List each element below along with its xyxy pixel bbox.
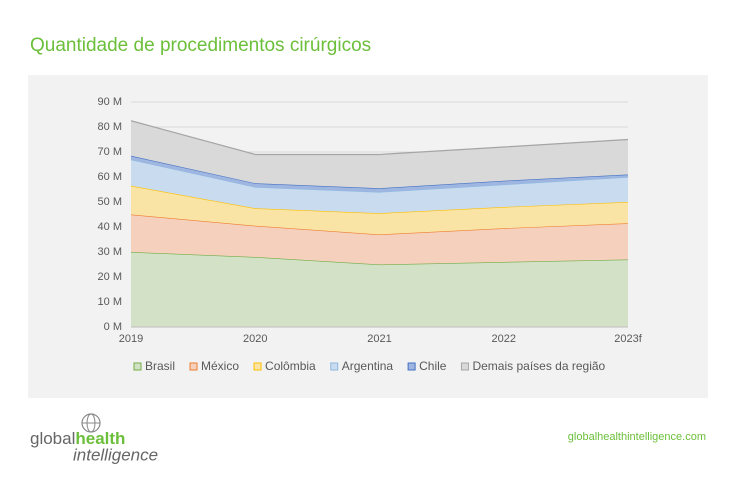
area bbox=[131, 155, 628, 192]
logo: globalhealth intelligence bbox=[30, 413, 158, 464]
y-tick-label: 10 M bbox=[98, 296, 122, 308]
y-tick-label: 90 M bbox=[98, 96, 122, 108]
url: globalhealthintelligence.com bbox=[568, 431, 706, 443]
logo-part: global bbox=[30, 429, 75, 448]
legend-swatch bbox=[330, 362, 339, 371]
legend-swatch bbox=[407, 362, 416, 371]
legend-label: Chile bbox=[419, 359, 447, 373]
x-tick-label: 2022 bbox=[492, 333, 516, 345]
x-tick-label: 2023f bbox=[614, 333, 642, 345]
y-tick-label: 80 M bbox=[98, 121, 122, 133]
legend-swatch bbox=[460, 362, 469, 371]
x-tick-label: 2020 bbox=[243, 333, 267, 345]
area bbox=[131, 159, 628, 214]
y-tick-label: 20 M bbox=[98, 271, 122, 283]
legend-swatch bbox=[253, 362, 262, 371]
legend-label: Brasil bbox=[145, 359, 175, 373]
logo-part: health bbox=[75, 429, 125, 448]
y-tick-label: 40 M bbox=[98, 221, 122, 233]
logo-text: intelligence bbox=[73, 445, 158, 464]
logo-text: globalhealth bbox=[30, 429, 125, 448]
legend-label: Demais países da região bbox=[472, 359, 605, 373]
legend-label: México bbox=[201, 359, 239, 373]
chart-title: Quantidade de procedimentos cirúrgicos bbox=[30, 35, 371, 56]
legend: Brasil México Colômbia Argentina Chile Demais… bbox=[133, 359, 606, 373]
legend-label: Colômbia bbox=[265, 359, 316, 373]
y-tick-label: 70 M bbox=[98, 146, 122, 158]
plot: 0 M 10 M 20 M 30 M 40 M 50 M 60 M 70 M 80 M 90 M 2… bbox=[98, 96, 643, 345]
area bbox=[131, 252, 628, 327]
area bbox=[131, 214, 628, 265]
y-tick-label: 60 M bbox=[98, 171, 122, 183]
legend-swatch bbox=[133, 362, 142, 371]
area bbox=[131, 185, 628, 235]
y-tick-label: 50 M bbox=[98, 196, 122, 208]
legend-label: Argentina bbox=[342, 359, 394, 373]
area-line bbox=[130, 120, 629, 156]
y-tick-label: 30 M bbox=[98, 246, 122, 258]
x-tick-label: 2019 bbox=[119, 333, 143, 345]
legend-swatch bbox=[189, 362, 198, 371]
y-tick-label: 0 M bbox=[104, 321, 122, 333]
x-tick-label: 2021 bbox=[367, 333, 391, 345]
